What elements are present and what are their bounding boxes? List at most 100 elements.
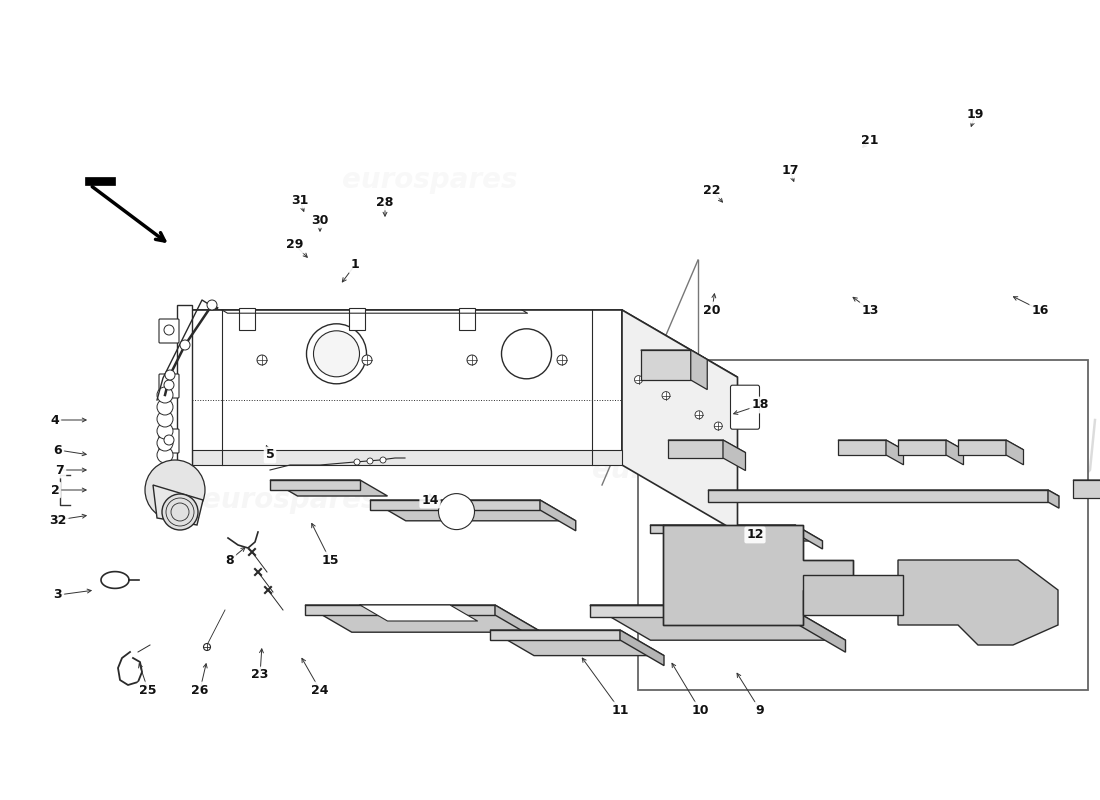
Polygon shape: [838, 440, 886, 455]
Text: 16: 16: [1032, 303, 1048, 317]
Text: 24: 24: [311, 683, 329, 697]
Polygon shape: [490, 630, 620, 640]
Circle shape: [662, 392, 670, 400]
Circle shape: [362, 355, 372, 365]
Polygon shape: [85, 177, 116, 185]
Text: 21: 21: [861, 134, 879, 146]
Circle shape: [439, 494, 474, 530]
Circle shape: [165, 370, 175, 380]
Text: 28: 28: [376, 195, 394, 209]
Text: 7: 7: [56, 463, 65, 477]
Polygon shape: [723, 440, 746, 470]
Polygon shape: [192, 310, 622, 465]
Circle shape: [157, 411, 173, 427]
Text: eurospares: eurospares: [202, 486, 377, 514]
Polygon shape: [192, 450, 622, 465]
Polygon shape: [590, 605, 785, 617]
Polygon shape: [898, 440, 964, 450]
Polygon shape: [640, 350, 691, 380]
Text: 32: 32: [50, 514, 67, 526]
Polygon shape: [958, 440, 1023, 450]
Polygon shape: [590, 605, 846, 640]
Text: 26: 26: [191, 683, 209, 697]
Text: 8: 8: [226, 554, 234, 566]
Circle shape: [557, 355, 566, 365]
Polygon shape: [248, 442, 346, 455]
Polygon shape: [708, 490, 1059, 496]
Polygon shape: [898, 440, 946, 455]
Polygon shape: [305, 605, 541, 632]
Text: 10: 10: [691, 703, 708, 717]
Circle shape: [695, 411, 703, 419]
Polygon shape: [239, 308, 255, 330]
Polygon shape: [958, 440, 1007, 455]
Polygon shape: [177, 305, 192, 470]
Text: 18: 18: [751, 398, 769, 411]
Polygon shape: [621, 310, 737, 532]
Polygon shape: [495, 605, 541, 642]
Circle shape: [314, 331, 360, 377]
Text: 15: 15: [321, 554, 339, 566]
Circle shape: [145, 460, 205, 520]
Polygon shape: [663, 525, 852, 625]
Polygon shape: [650, 525, 795, 533]
Circle shape: [367, 458, 373, 464]
Circle shape: [257, 355, 267, 365]
Text: 31: 31: [292, 194, 309, 206]
Polygon shape: [795, 525, 823, 549]
Text: 11: 11: [612, 703, 629, 717]
Text: 23: 23: [251, 669, 268, 682]
Circle shape: [157, 423, 173, 439]
FancyBboxPatch shape: [730, 385, 759, 429]
Circle shape: [162, 494, 198, 530]
FancyBboxPatch shape: [160, 429, 179, 453]
Circle shape: [164, 325, 174, 335]
Polygon shape: [305, 605, 495, 615]
Circle shape: [354, 459, 360, 465]
Polygon shape: [886, 440, 903, 465]
Polygon shape: [898, 560, 1058, 645]
Circle shape: [379, 457, 386, 463]
Polygon shape: [620, 630, 664, 666]
Polygon shape: [708, 490, 1048, 502]
Text: 2: 2: [51, 483, 59, 497]
Text: 25: 25: [140, 683, 156, 697]
Polygon shape: [370, 500, 540, 510]
Polygon shape: [1048, 490, 1059, 508]
Circle shape: [157, 435, 173, 451]
FancyBboxPatch shape: [638, 360, 1088, 690]
Circle shape: [502, 329, 551, 379]
Text: 4: 4: [51, 414, 59, 426]
Polygon shape: [490, 630, 664, 656]
Circle shape: [157, 387, 173, 403]
Circle shape: [714, 422, 723, 430]
Circle shape: [204, 643, 210, 650]
Polygon shape: [691, 350, 707, 390]
Text: 5: 5: [265, 449, 274, 462]
Polygon shape: [640, 350, 707, 360]
Polygon shape: [540, 500, 575, 531]
FancyBboxPatch shape: [160, 374, 179, 398]
Polygon shape: [785, 605, 846, 652]
Polygon shape: [360, 605, 477, 621]
Circle shape: [155, 470, 195, 510]
Polygon shape: [153, 485, 204, 525]
Text: 14: 14: [421, 494, 439, 506]
Text: 22: 22: [703, 183, 720, 197]
Text: eurospares: eurospares: [342, 166, 518, 194]
Polygon shape: [838, 440, 903, 450]
Circle shape: [207, 300, 217, 310]
Circle shape: [635, 376, 642, 384]
Text: 12: 12: [746, 529, 763, 542]
Polygon shape: [650, 525, 823, 541]
Text: 1: 1: [351, 258, 360, 271]
Circle shape: [164, 435, 174, 445]
Polygon shape: [270, 480, 360, 490]
Polygon shape: [803, 575, 903, 615]
Polygon shape: [270, 480, 387, 496]
Text: 6: 6: [54, 443, 63, 457]
Text: 20: 20: [703, 303, 720, 317]
Text: 19: 19: [966, 109, 983, 122]
Circle shape: [468, 355, 477, 365]
Circle shape: [157, 447, 173, 463]
